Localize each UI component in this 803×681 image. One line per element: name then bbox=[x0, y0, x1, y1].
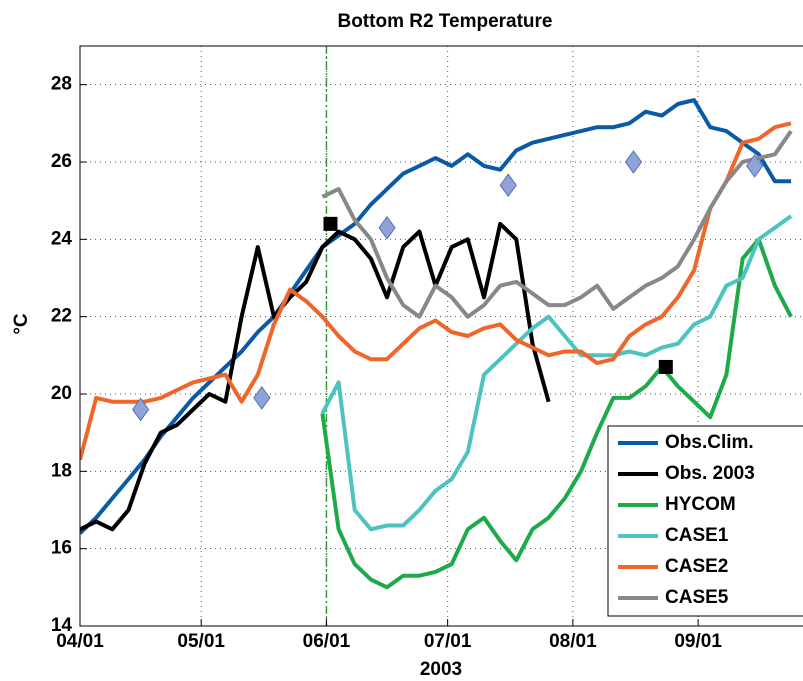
y-tick-label: 26 bbox=[51, 151, 72, 172]
y-tick-label: 22 bbox=[51, 306, 72, 327]
diamond-marker bbox=[131, 397, 150, 422]
x-axis-label: 2003 bbox=[420, 659, 462, 680]
x-tick-label: 04/01 bbox=[56, 631, 104, 652]
square-marker bbox=[658, 359, 673, 374]
diamond-marker bbox=[378, 215, 396, 240]
diamond-marker bbox=[499, 173, 517, 198]
legend: Obs.Clim. Obs. 2003 HYCOM CASE1 CASE2 CASE5 bbox=[607, 425, 803, 617]
chart-title: Bottom R2 Temperature bbox=[337, 11, 552, 32]
legend-label: Obs.Clim. bbox=[665, 432, 754, 453]
legend-label: Obs. 2003 bbox=[665, 463, 755, 484]
series-line bbox=[80, 98, 791, 535]
y-axis-label: °C bbox=[11, 313, 32, 335]
legend-label: CASE1 bbox=[665, 525, 729, 546]
series-line bbox=[80, 121, 792, 461]
y-tick-label: 16 bbox=[51, 538, 72, 559]
axes: 14 16 18 20 22 24 26 28 04/01 05/01 06/01 07/01 08/0… bbox=[51, 45, 803, 652]
y-tick-label: 24 bbox=[51, 228, 73, 249]
y-tick-label: 18 bbox=[51, 460, 72, 481]
y-tick-label: 14 bbox=[51, 615, 73, 636]
series-line bbox=[80, 221, 551, 532]
y-tick-label: 20 bbox=[51, 383, 72, 404]
series-line bbox=[320, 237, 793, 590]
diamond-marker bbox=[253, 386, 271, 410]
x-tick-label: 05/01 bbox=[177, 631, 225, 652]
x-tick-label: 07/01 bbox=[424, 631, 472, 652]
series-line bbox=[320, 214, 793, 532]
x-tick-label: 06/01 bbox=[303, 631, 351, 652]
plot-area bbox=[80, 46, 793, 626]
diamond-marker bbox=[746, 154, 764, 178]
legend-label: CASE2 bbox=[665, 556, 728, 577]
x-tick-label: 08/01 bbox=[549, 631, 597, 652]
diamond-marker bbox=[624, 150, 643, 174]
series-line bbox=[321, 129, 793, 319]
legend-label: HYCOM bbox=[665, 494, 736, 515]
grid bbox=[79, 46, 803, 627]
axis-frame bbox=[79, 45, 803, 627]
legend-box bbox=[607, 425, 803, 617]
x-tick-label: 09/01 bbox=[674, 631, 722, 652]
legend-label: CASE5 bbox=[665, 587, 729, 608]
square-marker bbox=[323, 216, 338, 231]
y-tick-label: 28 bbox=[51, 74, 72, 95]
